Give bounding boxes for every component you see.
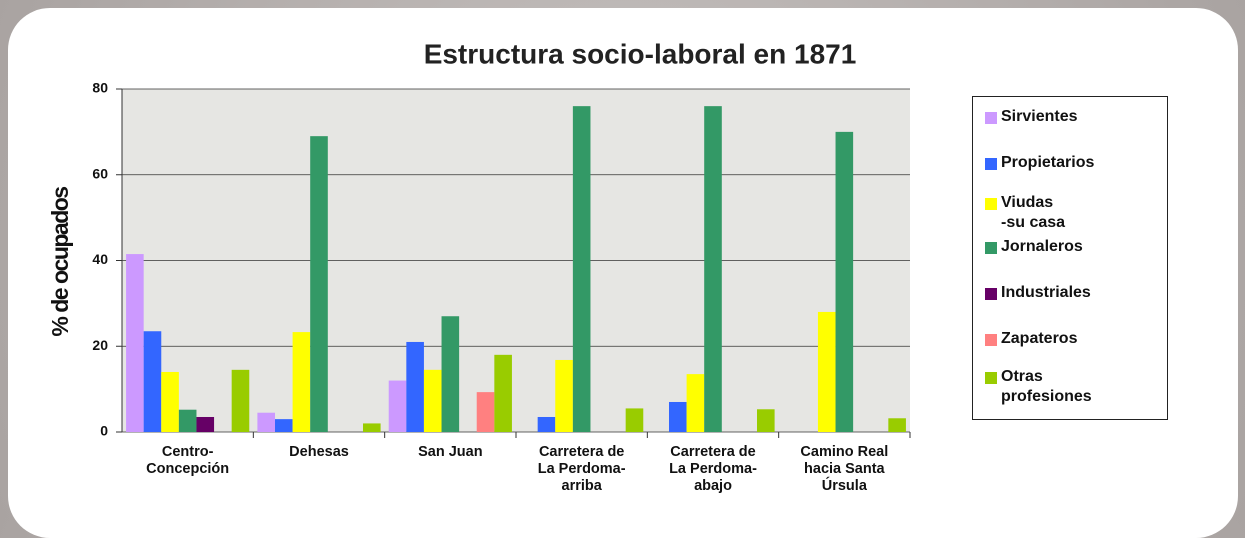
- y-tick-label: 0: [100, 423, 108, 439]
- bar: [757, 409, 775, 432]
- legend-item: Industriales: [985, 283, 1091, 303]
- bar: [494, 354, 512, 432]
- x-tick-label: Carretera de La Perdoma- abajo: [669, 444, 757, 494]
- legend-swatch: [985, 112, 997, 124]
- bar: [363, 423, 381, 432]
- bar: [178, 409, 197, 432]
- legend-item: Sirvientes: [985, 107, 1077, 127]
- legend-item: Otras profesiones: [985, 367, 1092, 407]
- bar: [888, 418, 906, 432]
- bar: [704, 106, 722, 433]
- legend-item: Propietarios: [985, 153, 1094, 173]
- bar: [441, 316, 460, 432]
- bar: [161, 371, 179, 432]
- bar: [310, 136, 328, 432]
- bar: [257, 412, 275, 432]
- bar: [275, 419, 293, 432]
- x-tick-label: Dehesas: [289, 444, 349, 460]
- bar: [537, 416, 556, 432]
- legend-label: Sirvientes: [1001, 108, 1078, 125]
- bar: [625, 408, 644, 432]
- bar: [669, 401, 687, 432]
- y-tick-label: 20: [92, 337, 108, 353]
- bar: [572, 106, 591, 433]
- bar: [476, 392, 495, 432]
- bar: [196, 416, 215, 432]
- legend-swatch: [985, 288, 997, 300]
- legend-item: Zapateros: [985, 329, 1077, 349]
- bar: [423, 369, 442, 432]
- x-tick-label: Carretera de La Perdoma- arriba: [537, 444, 626, 494]
- legend-label: Viudas -su casa: [1001, 194, 1066, 231]
- bar: [388, 380, 407, 432]
- legend-label: Propietarios: [1001, 154, 1095, 171]
- x-tick-label: San Juan: [418, 444, 483, 460]
- bar: [686, 374, 705, 432]
- legend-swatch: [985, 198, 997, 210]
- x-tick-label: Centro- Concepción: [146, 444, 230, 477]
- y-axis-label: % de ocupados: [47, 187, 73, 337]
- y-tick-label: 40: [92, 251, 108, 267]
- legend-label: Otras profesiones: [1001, 368, 1092, 405]
- bar: [126, 254, 144, 432]
- legend: Sirvientes Propietarios Viudas -su casa Jor…: [972, 96, 1168, 420]
- bar: [143, 331, 162, 432]
- y-tick-label: 60: [92, 165, 108, 181]
- legend-swatch: [985, 334, 997, 346]
- bar: [231, 369, 250, 432]
- bar: [555, 359, 573, 432]
- legend-label: Zapateros: [1001, 330, 1078, 347]
- bar: [835, 131, 854, 432]
- x-tick-label: Camino Real hacia Santa Úrsula: [800, 444, 889, 494]
- legend-swatch: [985, 372, 997, 384]
- chart-title: Estructura socio-laboral en 1871: [424, 38, 857, 69]
- chart: Estructura socio-laboral en 1871 % de oc…: [47, 38, 911, 439]
- y-tick-label: 80: [92, 80, 108, 96]
- bar: [406, 341, 424, 432]
- legend-swatch: [985, 158, 997, 170]
- legend-label: Jornaleros: [1001, 238, 1083, 255]
- legend-item: Viudas -su casa: [985, 193, 1065, 233]
- bar: [817, 311, 836, 432]
- legend-item: Jornaleros: [985, 237, 1083, 257]
- page: {"chart_data": {"type": "bar", "title": …: [0, 0, 1245, 516]
- legend-label: Industriales: [1001, 284, 1091, 301]
- bar: [292, 332, 311, 432]
- legend-swatch: [985, 242, 997, 254]
